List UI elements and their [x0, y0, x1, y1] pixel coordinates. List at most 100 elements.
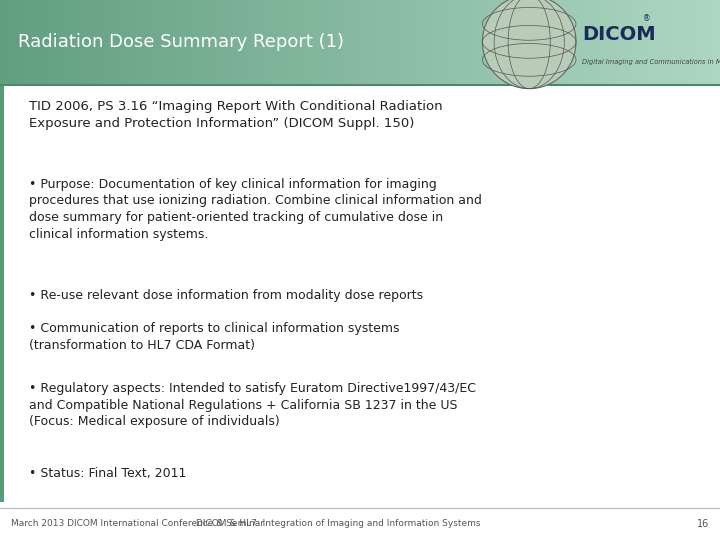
- Bar: [263, 0, 267, 84]
- Bar: [706, 0, 710, 84]
- Bar: [497, 0, 501, 84]
- Text: March 2013 DICOM International Conference & Seminar: March 2013 DICOM International Conferenc…: [11, 519, 264, 528]
- Bar: [151, 0, 156, 84]
- Text: DICOM: DICOM: [582, 25, 655, 44]
- Bar: [454, 0, 458, 84]
- Bar: [558, 0, 562, 84]
- Bar: [43, 0, 48, 84]
- Bar: [101, 0, 105, 84]
- Bar: [328, 0, 332, 84]
- Bar: [533, 0, 537, 84]
- Bar: [392, 0, 397, 84]
- Bar: [176, 0, 181, 84]
- Bar: [590, 0, 595, 84]
- Bar: [583, 0, 588, 84]
- Bar: [472, 0, 476, 84]
- Bar: [616, 0, 620, 84]
- Bar: [612, 0, 616, 84]
- Bar: [158, 0, 163, 84]
- Bar: [0, 0, 4, 84]
- Bar: [637, 0, 642, 84]
- Bar: [565, 0, 570, 84]
- Bar: [421, 0, 426, 84]
- Bar: [94, 0, 98, 84]
- Bar: [677, 0, 681, 84]
- Bar: [306, 0, 310, 84]
- Bar: [76, 0, 80, 84]
- Bar: [252, 0, 256, 84]
- Bar: [400, 0, 404, 84]
- Bar: [479, 0, 483, 84]
- Bar: [191, 0, 195, 84]
- Bar: [382, 0, 386, 84]
- Bar: [130, 0, 134, 84]
- Bar: [86, 0, 91, 84]
- Bar: [288, 0, 292, 84]
- Bar: [641, 0, 645, 84]
- Bar: [709, 0, 714, 84]
- Bar: [504, 0, 508, 84]
- Bar: [580, 0, 584, 84]
- Bar: [475, 0, 480, 84]
- Bar: [274, 0, 278, 84]
- Bar: [310, 0, 314, 84]
- Bar: [7, 0, 12, 84]
- Bar: [418, 0, 422, 84]
- Bar: [385, 0, 390, 84]
- Bar: [403, 0, 408, 84]
- Bar: [97, 0, 102, 84]
- Text: • Purpose: Documentation of key clinical information for imaging
procedures that: • Purpose: Documentation of key clinical…: [29, 178, 482, 241]
- Bar: [576, 0, 580, 84]
- Bar: [644, 0, 649, 84]
- Bar: [655, 0, 660, 84]
- Bar: [371, 0, 375, 84]
- Bar: [220, 0, 224, 84]
- Bar: [432, 0, 436, 84]
- Bar: [691, 0, 696, 84]
- Bar: [364, 0, 368, 84]
- Bar: [630, 0, 634, 84]
- Bar: [22, 0, 26, 84]
- Bar: [562, 0, 566, 84]
- Bar: [493, 0, 498, 84]
- Bar: [0, 86, 720, 502]
- Text: Digital Imaging and Communications in Medicine: Digital Imaging and Communications in Me…: [582, 59, 720, 65]
- Bar: [173, 0, 177, 84]
- Bar: [241, 0, 246, 84]
- Bar: [115, 0, 120, 84]
- Bar: [277, 0, 282, 84]
- Bar: [428, 0, 433, 84]
- Text: • Status: Final Text, 2011: • Status: Final Text, 2011: [29, 467, 186, 480]
- Ellipse shape: [482, 0, 576, 89]
- Bar: [713, 0, 717, 84]
- Bar: [670, 0, 674, 84]
- Bar: [673, 0, 678, 84]
- Bar: [54, 0, 58, 84]
- Bar: [716, 0, 720, 84]
- Bar: [461, 0, 465, 84]
- Bar: [695, 0, 699, 84]
- Text: TID 2006, PS 3.16 “Imaging Report With Conditional Radiation
Exposure and Protec: TID 2006, PS 3.16 “Imaging Report With C…: [29, 100, 442, 130]
- Bar: [608, 0, 613, 84]
- Bar: [680, 0, 685, 84]
- Bar: [133, 0, 138, 84]
- Bar: [356, 0, 361, 84]
- Bar: [619, 0, 624, 84]
- Bar: [317, 0, 321, 84]
- Bar: [198, 0, 202, 84]
- Bar: [184, 0, 188, 84]
- Bar: [0, 84, 720, 86]
- Bar: [598, 0, 602, 84]
- Bar: [187, 0, 192, 84]
- Bar: [259, 0, 264, 84]
- Bar: [338, 0, 343, 84]
- Bar: [443, 0, 447, 84]
- Bar: [486, 0, 490, 84]
- Bar: [234, 0, 238, 84]
- Bar: [205, 0, 210, 84]
- Bar: [68, 0, 73, 84]
- Bar: [464, 0, 469, 84]
- Bar: [436, 0, 440, 84]
- Bar: [0, 86, 4, 502]
- Bar: [108, 0, 112, 84]
